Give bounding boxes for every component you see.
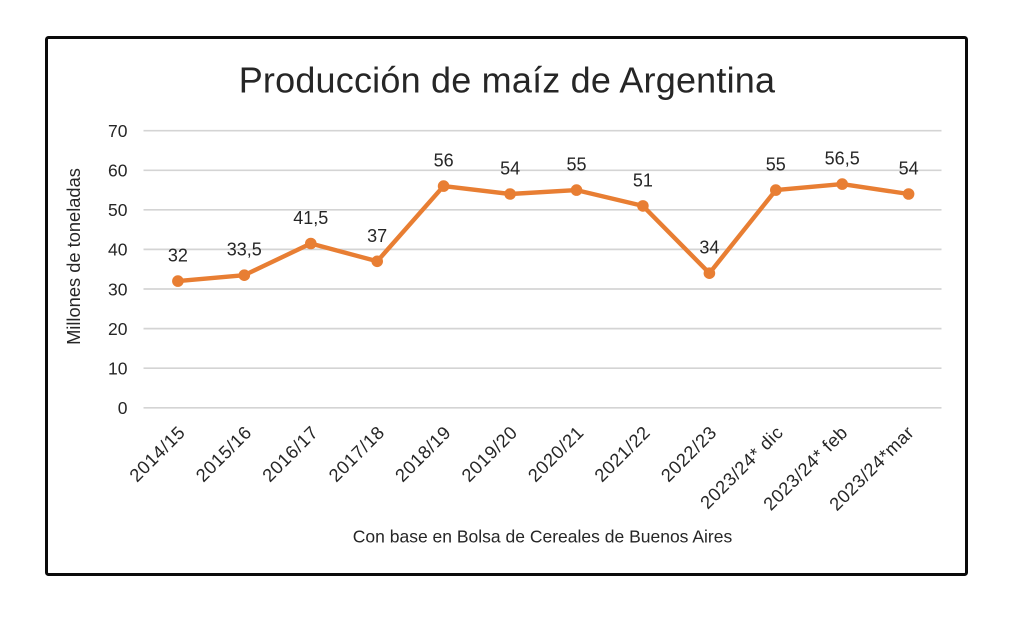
svg-text:56,5: 56,5 [825, 149, 860, 169]
svg-text:34: 34 [699, 238, 719, 258]
svg-text:56: 56 [434, 151, 454, 171]
svg-text:54: 54 [500, 159, 520, 179]
svg-text:Producción de maíz de Argentin: Producción de maíz de Argentina [239, 60, 776, 101]
svg-text:30: 30 [108, 279, 128, 299]
svg-text:32: 32 [168, 246, 188, 266]
svg-text:41,5: 41,5 [293, 208, 328, 228]
svg-text:60: 60 [108, 161, 128, 181]
svg-text:55: 55 [566, 155, 586, 175]
svg-text:50: 50 [108, 200, 128, 220]
svg-text:40: 40 [108, 240, 128, 260]
svg-text:70: 70 [108, 121, 128, 141]
svg-text:Con base en Bolsa de Cereales: Con base en Bolsa de Cereales de Buenos … [353, 526, 733, 546]
svg-text:10: 10 [108, 359, 128, 379]
svg-text:33,5: 33,5 [227, 240, 262, 260]
svg-text:0: 0 [118, 398, 128, 418]
svg-text:51: 51 [633, 170, 653, 190]
svg-text:Millones de toneladas: Millones de toneladas [63, 168, 84, 345]
svg-text:37: 37 [367, 226, 387, 246]
svg-text:55: 55 [766, 155, 786, 175]
svg-text:54: 54 [899, 159, 919, 179]
svg-text:20: 20 [108, 319, 128, 339]
